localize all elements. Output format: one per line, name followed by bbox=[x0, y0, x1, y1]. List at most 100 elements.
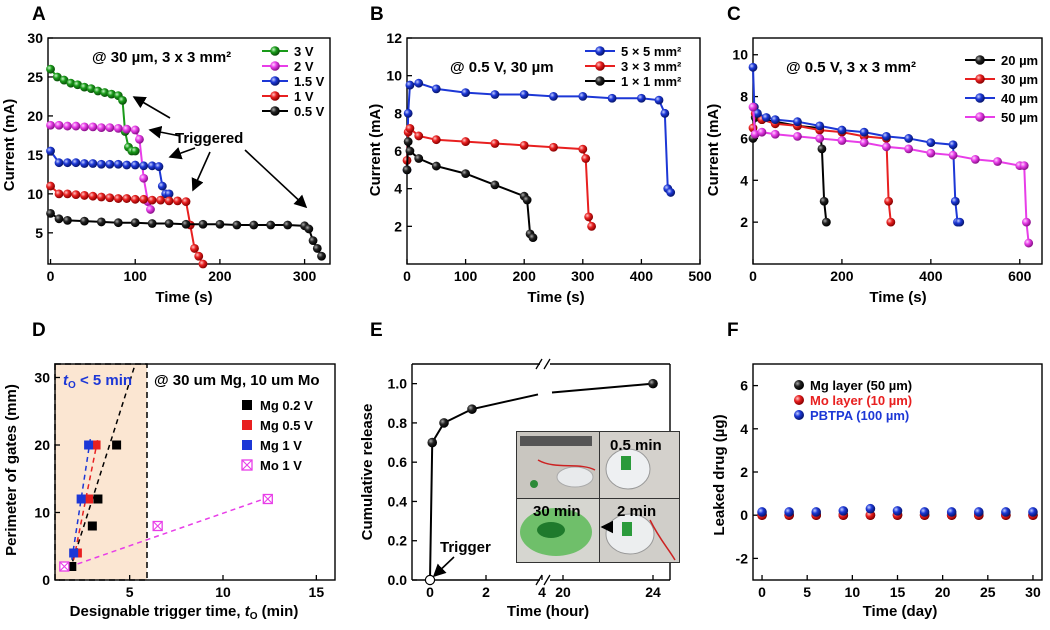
data-point-a-15V bbox=[54, 158, 64, 168]
data-point-a-1V bbox=[46, 181, 55, 191]
legend-c: 20 µm 30 µm 40 µm 50 µm bbox=[965, 53, 1038, 125]
legend-label-d: Mo 1 V bbox=[260, 458, 302, 473]
data-point-f-2 bbox=[865, 503, 876, 514]
panel-d: 5 10 15 0 10 20 30 tO < 5 min @ 30 um Mg, 10 u… bbox=[34, 363, 336, 600]
axis-break-mark bbox=[535, 358, 551, 370]
y-tick-label-e: 0.2 bbox=[388, 533, 408, 549]
data-point-b-e82020 bbox=[581, 154, 591, 163]
y-tick-label-c: 4 bbox=[740, 172, 748, 188]
x-tick-label-a: 0 bbox=[47, 268, 55, 284]
data-point-a-1V bbox=[80, 191, 89, 200]
y-tick-label-f: 4 bbox=[740, 421, 748, 437]
data-point-c-1c37d6 bbox=[793, 117, 802, 127]
y-tick-label-a: 20 bbox=[27, 108, 43, 124]
release-line bbox=[429, 408, 473, 581]
data-point-d-0 bbox=[93, 494, 103, 504]
legend-label-b: 5 × 5 mm² bbox=[621, 44, 682, 59]
y-tick-label-b: 12 bbox=[386, 30, 402, 46]
legend-label-f: Mg layer (50 µm) bbox=[810, 378, 912, 393]
data-point-a-2V bbox=[146, 205, 155, 214]
y-tick-label-c: 2 bbox=[740, 214, 748, 230]
y-tick-label-b: 6 bbox=[394, 143, 402, 159]
legend-marker-b bbox=[595, 46, 605, 56]
y-tick-label-c: 10 bbox=[732, 47, 748, 63]
data-point-c-1c37d6 bbox=[753, 108, 762, 118]
series-line-a-15V bbox=[49, 150, 170, 195]
x-tick-label-f: 15 bbox=[890, 584, 906, 600]
y-tick-label-d: 10 bbox=[34, 505, 50, 521]
data-point-c-e83ee8 bbox=[815, 134, 825, 143]
y-tick-label-b: 4 bbox=[394, 181, 402, 197]
x-tick-label-e: 0 bbox=[426, 584, 434, 600]
legend-marker-a bbox=[270, 106, 280, 116]
release-line-after-break bbox=[551, 382, 654, 394]
data-point-b-e82020 bbox=[587, 221, 596, 231]
data-point-a-1V bbox=[190, 244, 199, 253]
data-point-c-e83ee8 bbox=[757, 127, 767, 137]
data-point-a-05V bbox=[54, 214, 64, 224]
data-point-a-1V bbox=[63, 189, 72, 199]
data-point-f-2 bbox=[1028, 507, 1038, 517]
data-point-a-05V bbox=[283, 220, 293, 230]
data-point-c-000000 bbox=[817, 144, 827, 154]
axes-c: 0 200 400 600 2 4 6 8 10 bbox=[732, 37, 1043, 284]
data-point-c-1c37d6 bbox=[950, 196, 960, 206]
data-point-a-1V bbox=[173, 196, 182, 206]
plot-frame-c bbox=[752, 37, 1043, 265]
data-point-d-0 bbox=[87, 521, 97, 531]
xlabel-e: Time (hour) bbox=[507, 603, 589, 620]
data-point-c-1c37d6 bbox=[748, 62, 758, 72]
data-point-c-000000 bbox=[821, 217, 831, 227]
data-point-b-1c37d6 bbox=[403, 108, 413, 118]
data-point-c-e83ee8 bbox=[948, 150, 958, 160]
x-tick-label-a: 300 bbox=[293, 268, 317, 284]
data-point-b-e82020 bbox=[519, 140, 529, 150]
panel-c: 0 200 400 600 2 4 6 8 10 @ 0.5 V, 3 x 3 mm² 20 µ… bbox=[732, 37, 1043, 284]
data-point-a-15V bbox=[130, 160, 140, 170]
data-point-a-2V bbox=[88, 122, 98, 132]
panel-e: 0 2 4 20 240.00.20.40.60.81.0 Trigger 0.5 mi… bbox=[388, 358, 680, 600]
photo-tl-wire bbox=[537, 459, 596, 471]
legend-marker-d bbox=[242, 440, 252, 450]
x-tick-label-b: 500 bbox=[688, 268, 712, 284]
legend-label-a: 3 V bbox=[294, 44, 314, 59]
legend-label-d: Mg 0.5 V bbox=[260, 418, 313, 433]
data-point-c-000000 bbox=[819, 196, 829, 206]
data-point-a-2V bbox=[46, 120, 55, 130]
ylabel-b: Current (mA) bbox=[367, 104, 384, 197]
y-tick-label-e: 0.0 bbox=[388, 572, 408, 588]
y-tick-label-a: 10 bbox=[27, 186, 43, 202]
y-tick-label-b: 10 bbox=[386, 68, 402, 84]
marks-b bbox=[402, 78, 676, 243]
legend-marker-b bbox=[595, 61, 605, 71]
data-point-b-1c37d6 bbox=[414, 78, 424, 88]
data-point-a-3V bbox=[118, 95, 127, 105]
data-point-a-15V bbox=[157, 181, 167, 191]
series-line-a-05V bbox=[49, 212, 323, 257]
data-point-a-05V bbox=[308, 236, 318, 246]
x-tick-label-f: 10 bbox=[845, 584, 861, 600]
data-point-d-2 bbox=[69, 548, 79, 558]
data-point-c-1c37d6 bbox=[859, 127, 869, 137]
photo-inset: 0.5 min 30 min 2 min bbox=[516, 431, 680, 563]
data-point-e bbox=[648, 378, 658, 389]
data-point-mo1-cross bbox=[59, 561, 70, 572]
y-tick-label-d: 0 bbox=[42, 572, 50, 588]
xlabel-d: Designable trigger time, tO (min) bbox=[70, 603, 299, 622]
legend-marker-d-cross bbox=[241, 459, 253, 471]
data-point-a-05V bbox=[304, 224, 314, 234]
data-point-c-1c37d6 bbox=[761, 113, 771, 122]
data-point-a-2V bbox=[105, 123, 115, 133]
data-point-c-e83ee8 bbox=[881, 142, 891, 152]
x-tick-label-e: 24 bbox=[645, 584, 661, 600]
y-tick-label-c: 6 bbox=[740, 130, 748, 146]
data-point-f-2 bbox=[919, 507, 930, 517]
data-point-a-3V bbox=[107, 89, 116, 99]
marks-f bbox=[757, 503, 1038, 520]
x-tick-label-a: 100 bbox=[124, 268, 148, 284]
series-line-b-1c37d6 bbox=[406, 82, 672, 194]
data-point-a-1V bbox=[96, 192, 106, 202]
data-point-b-000000 bbox=[490, 180, 500, 190]
triggered-arrow-3 bbox=[168, 147, 196, 160]
legend-label-f: Mo layer (10 µm) bbox=[810, 393, 912, 408]
